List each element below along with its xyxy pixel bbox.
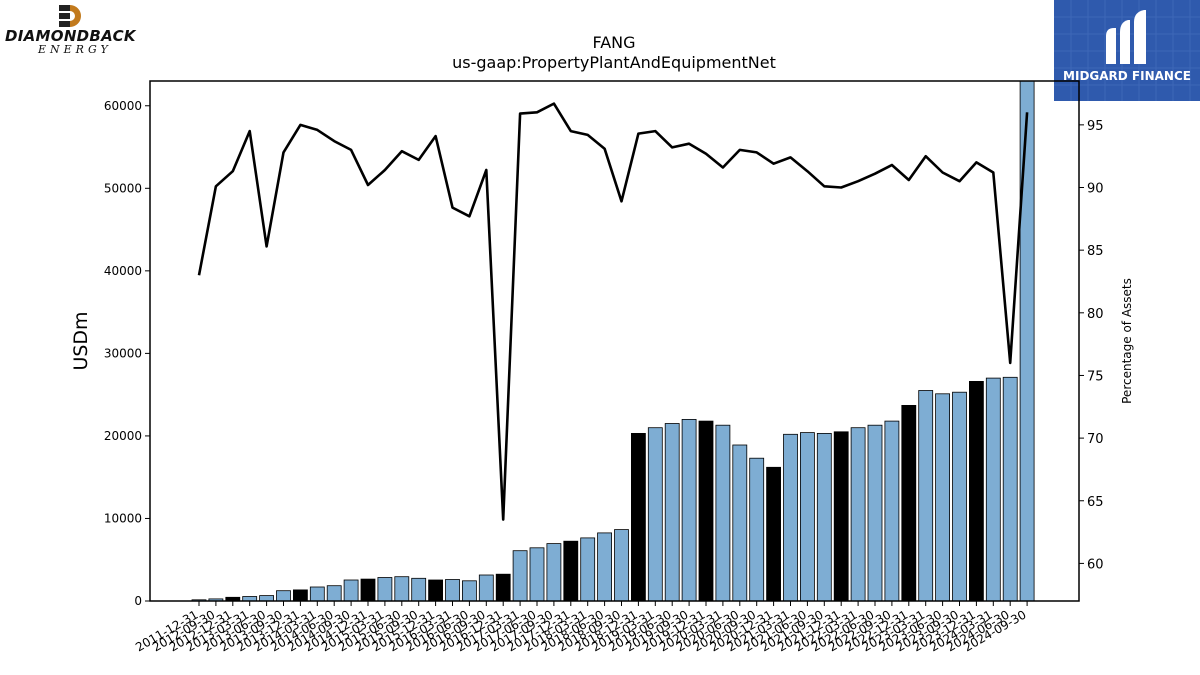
y-tick-label: 20000 bbox=[104, 429, 142, 443]
y-axis: 0 10000 20000 30000 40000 50000 60000 bbox=[104, 99, 150, 608]
bar bbox=[326, 585, 342, 602]
diamondback-subtext: ENERGY bbox=[38, 43, 112, 56]
bar bbox=[783, 433, 798, 602]
bar bbox=[529, 547, 545, 602]
bars-layer bbox=[191, 80, 1035, 602]
bar bbox=[461, 580, 477, 602]
x-axis: 2011-12-312012-09-302012-12-312013-03-31… bbox=[133, 601, 1029, 654]
bar bbox=[580, 537, 596, 602]
bar bbox=[377, 577, 393, 602]
y2-tick-label: 95 bbox=[1087, 119, 1104, 134]
midgard-wordmark: MIDGARD FINANCE bbox=[1063, 69, 1191, 83]
y2-tick-label: 65 bbox=[1087, 495, 1104, 510]
y2-tick-label: 90 bbox=[1087, 182, 1104, 197]
bar bbox=[969, 380, 984, 602]
bar bbox=[647, 427, 663, 602]
y-tick-label: 30000 bbox=[104, 346, 142, 360]
y2-axis-label: Percentage of Assets bbox=[1120, 278, 1134, 404]
bar bbox=[478, 574, 494, 602]
bar bbox=[276, 590, 291, 602]
bar bbox=[394, 576, 410, 602]
pct-of-assets-line bbox=[197, 102, 1029, 521]
chart-title: FANG bbox=[592, 33, 635, 52]
diamondback-logo: DIAMONDBACK ENERGY bbox=[0, 0, 140, 60]
bar bbox=[597, 532, 612, 602]
y-tick-label: 50000 bbox=[104, 181, 142, 195]
bar bbox=[681, 418, 697, 602]
bar bbox=[850, 427, 866, 602]
bar bbox=[749, 457, 765, 602]
bar bbox=[512, 550, 528, 602]
bar bbox=[292, 589, 308, 602]
bar bbox=[546, 543, 562, 602]
y2-tick-label: 85 bbox=[1087, 244, 1104, 259]
bar bbox=[309, 586, 325, 602]
chart-subtitle: us-gaap:PropertyPlantAndEquipmentNet bbox=[452, 53, 776, 72]
line-layer bbox=[197, 102, 1029, 521]
bar bbox=[800, 432, 815, 602]
y-tick-label: 60000 bbox=[104, 99, 142, 113]
y2-tick-label: 60 bbox=[1087, 557, 1104, 572]
bar bbox=[495, 573, 511, 602]
bar bbox=[867, 424, 883, 602]
plot-frame bbox=[149, 80, 1080, 602]
bar bbox=[360, 578, 376, 602]
bar bbox=[563, 540, 579, 602]
y2-tick-label: 70 bbox=[1087, 432, 1104, 447]
bar bbox=[1019, 80, 1035, 602]
bar bbox=[664, 423, 680, 602]
bar bbox=[1002, 376, 1018, 602]
bar bbox=[816, 432, 832, 602]
bar bbox=[884, 420, 900, 602]
bar bbox=[411, 577, 427, 602]
diamondback-logo-icon bbox=[59, 5, 81, 27]
bar bbox=[766, 466, 781, 602]
bar bbox=[732, 444, 748, 602]
bar bbox=[343, 579, 359, 602]
y-tick-label: 40000 bbox=[104, 264, 142, 278]
bar bbox=[631, 432, 646, 602]
diamondback-wordmark: DIAMONDBACK bbox=[5, 27, 136, 45]
y-tick-label: 0 bbox=[134, 594, 142, 608]
midgard-finance-logo: MIDGARD FINANCE bbox=[1054, 0, 1200, 101]
y-tick-label: 10000 bbox=[104, 511, 142, 525]
bar bbox=[428, 579, 444, 602]
midgard-logo-grid bbox=[1054, 0, 1200, 101]
bar bbox=[935, 393, 950, 602]
bar bbox=[698, 420, 714, 602]
midgard-m-icon bbox=[1106, 10, 1146, 64]
bar bbox=[715, 424, 731, 602]
y2-axis: 60 65 70 75 80 85 90 95 bbox=[1079, 119, 1104, 572]
bar bbox=[259, 595, 275, 602]
bar bbox=[918, 390, 934, 602]
bar bbox=[901, 404, 917, 602]
bar bbox=[614, 529, 629, 602]
bar bbox=[952, 391, 967, 602]
y-axis-label: USDm bbox=[70, 311, 92, 370]
bar bbox=[985, 377, 1001, 602]
bar bbox=[833, 431, 849, 602]
y2-tick-label: 75 bbox=[1087, 369, 1104, 384]
y2-tick-label: 80 bbox=[1087, 307, 1104, 322]
bar bbox=[445, 579, 460, 602]
